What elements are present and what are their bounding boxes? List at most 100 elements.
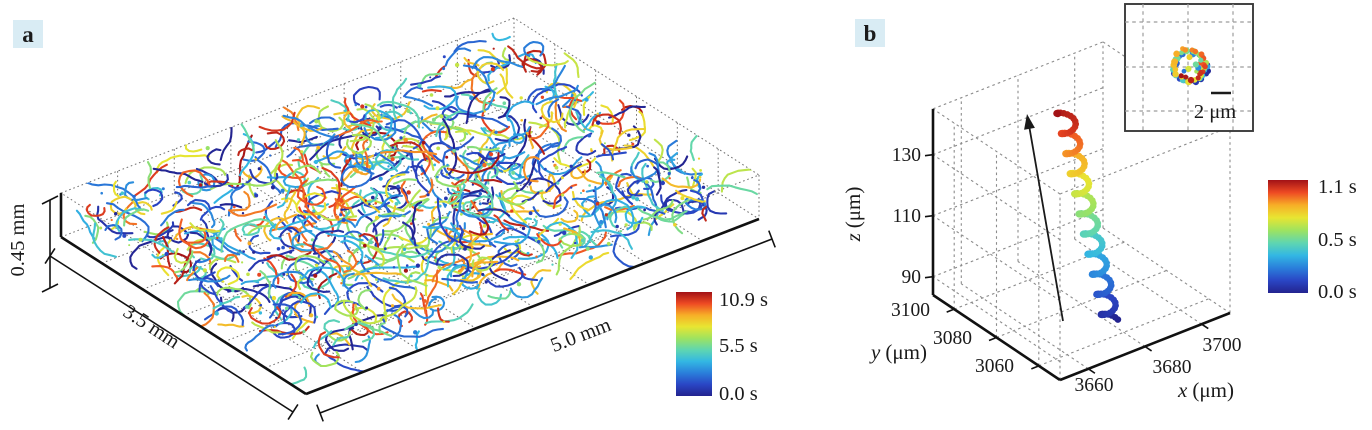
trajectory-path [206, 148, 222, 166]
trajectory-dot [241, 212, 245, 215]
trajectory-dot [607, 214, 612, 219]
trajectory-path [388, 250, 418, 261]
trajectory-path [376, 100, 421, 129]
y-tick-3080: 3080 [933, 328, 972, 349]
trajectory-path [349, 107, 376, 143]
trajectory-path [410, 165, 427, 175]
trajectory-dot [192, 270, 195, 274]
trajectory-path [383, 312, 403, 341]
trajectory-path [558, 96, 583, 102]
trajectory-path [248, 234, 271, 255]
trajectory-path [280, 158, 320, 221]
trajectory-path [172, 191, 183, 207]
trajectory-dot [478, 202, 482, 206]
trajectory-path [382, 184, 401, 199]
trajectory-path [671, 199, 690, 235]
trajectory-path [445, 144, 470, 184]
trajectory-path [493, 214, 509, 232]
trajectory-dot [558, 121, 561, 124]
trajectory-path [255, 141, 276, 154]
trajectory-path [348, 244, 369, 263]
trajectory-path [585, 160, 605, 193]
trajectory-path [144, 188, 164, 208]
inset-dot [1172, 71, 1179, 78]
trajectory-dot [596, 120, 601, 125]
trajectory-path [462, 64, 496, 94]
trajectory-path [295, 192, 328, 216]
trajectory-path [229, 190, 251, 212]
trajectory-path [486, 170, 492, 185]
trajectory-dot [439, 114, 444, 119]
trajectory-dot [339, 198, 344, 203]
y-tick-mark [988, 336, 997, 342]
trajectory-dot [588, 255, 593, 260]
inset-dot [1183, 74, 1189, 80]
trajectory-dot [260, 227, 263, 230]
trajectory-path [327, 330, 352, 342]
trajectory-dot [313, 273, 318, 278]
trajectory-path [558, 232, 584, 248]
trajectory-path [346, 282, 384, 303]
trajectory-dot [677, 191, 681, 195]
trajectory-path [343, 249, 358, 273]
trajectory-path [541, 64, 566, 91]
trajectory-path [323, 319, 341, 333]
trajectory-dot [421, 140, 426, 145]
trajectory-path [568, 81, 596, 134]
trajectory-dot [413, 330, 418, 335]
trajectory-path [590, 229, 633, 250]
trajectory-path [396, 243, 428, 287]
trajectory-path [523, 40, 545, 57]
trajectory-dot [374, 215, 379, 220]
trajectory-dot [120, 191, 125, 195]
trajectory-path [421, 89, 442, 93]
trajectory-dot [339, 213, 343, 217]
trajectory-dot [588, 184, 591, 187]
trajectory-path [377, 213, 403, 218]
trajectory-dot [451, 171, 454, 174]
trajectory-dot [347, 265, 350, 268]
trajectory-path [442, 118, 458, 175]
trajectory-path [610, 220, 641, 238]
trajectory-path [323, 300, 365, 315]
colorbar-b-mid-label: 0.5 s [1318, 229, 1357, 251]
trajectory-path [428, 253, 453, 267]
trajectory-dot [164, 251, 169, 256]
trajectory-dot [252, 250, 256, 254]
trajectory-path [540, 190, 562, 209]
trajectory-dot [646, 164, 649, 168]
trajectory-dot [205, 146, 210, 151]
trajectory-dot [507, 260, 510, 263]
trajectory-dot [362, 157, 365, 160]
inset-scale-label: 2 μm [1194, 101, 1236, 123]
trajectory-dot [261, 261, 264, 264]
trajectory-dot [482, 127, 487, 131]
trajectory-dot [627, 133, 631, 137]
grid-line-3d [932, 108, 1061, 195]
trajectory-dot [314, 119, 319, 124]
z-tick-mark [924, 214, 934, 218]
trajectory-dot [131, 199, 134, 201]
trajectory-path [217, 307, 235, 322]
trajectory-path [228, 203, 278, 217]
trajectory-dot [585, 246, 590, 251]
trajectory-dot [619, 230, 623, 233]
trajectory-dot [558, 222, 562, 226]
trajectory-dot [345, 159, 350, 164]
trajectory-path [540, 100, 564, 124]
trajectory-dot [519, 96, 523, 100]
trajectory-dot [371, 195, 375, 200]
trajectory-path [325, 135, 342, 169]
trajectory-path [446, 152, 500, 174]
trajectory-path [383, 228, 398, 252]
trajectory-dot [170, 237, 173, 240]
colorbar-a-gradient [676, 292, 712, 396]
trajectory-dot [444, 196, 448, 201]
trajectory-dot [245, 304, 250, 309]
trajectory-dot [289, 247, 292, 250]
height-dim-label: 0.45 mm [7, 204, 29, 277]
trajectory-path [342, 299, 389, 325]
trajectory-dot [615, 224, 619, 229]
trajectory-path [380, 149, 438, 156]
trajectory-dot [254, 193, 259, 198]
